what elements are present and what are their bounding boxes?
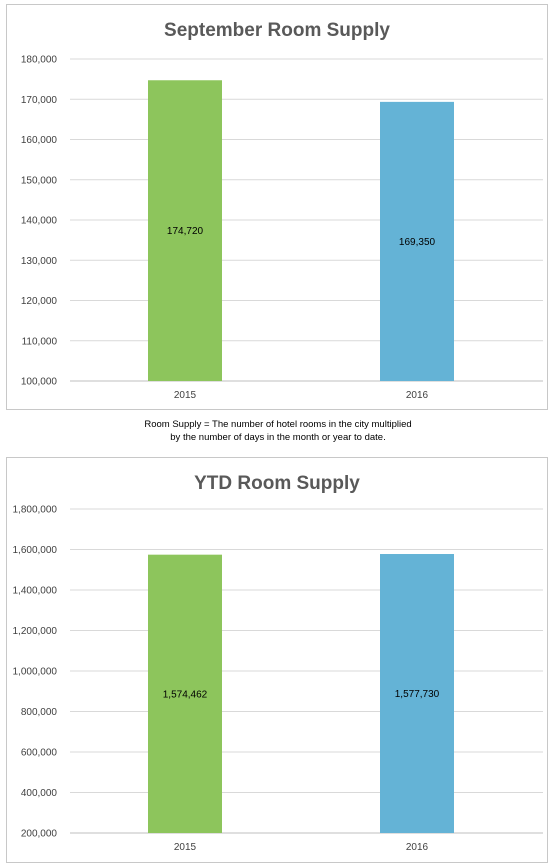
data-label: 1,574,462	[163, 689, 208, 700]
y-tick-label: 170,000	[21, 95, 58, 106]
bar-2016	[380, 101, 454, 382]
y-tick-label: 1,800,000	[13, 505, 58, 516]
bar-2015	[148, 80, 222, 381]
y-tick-label: 1,000,000	[13, 667, 58, 678]
category-label: 2016	[406, 390, 429, 401]
ytd-chart-svg: YTD Room Supply 200,000 400,000 600,000 800,…	[13, 473, 543, 853]
ytd-room-supply-chart: YTD Room Supply 200,000 400,000 600,000 800,…	[6, 457, 548, 863]
y-tick-label: 160,000	[21, 135, 58, 146]
room-supply-note: Room Supply = The number of hotel rooms …	[0, 418, 556, 444]
chart-title: September Room Supply	[164, 20, 390, 41]
y-tick-label: 130,000	[21, 256, 58, 267]
chart-title: YTD Room Supply	[194, 473, 360, 494]
y-tick-label: 180,000	[21, 55, 58, 66]
y-tick-label: 100,000	[21, 377, 58, 388]
september-room-supply-chart: September Room Supply 100,000 110,000 120,0…	[6, 4, 548, 410]
y-tick-label: 110,000	[22, 336, 58, 347]
category-label: 2015	[174, 842, 197, 853]
category-label: 2016	[406, 842, 429, 853]
y-tick-label: 400,000	[21, 788, 58, 799]
bar-2016	[380, 554, 454, 833]
data-label: 1,577,730	[395, 689, 440, 700]
y-tick-label: 1,400,000	[13, 586, 58, 597]
y-tick-label: 1,600,000	[13, 545, 58, 556]
y-tick-label: 140,000	[21, 216, 58, 227]
y-tick-label: 600,000	[21, 748, 58, 759]
data-label: 174,720	[167, 226, 204, 237]
note-line-1: Room Supply = The number of hotel rooms …	[144, 419, 412, 430]
y-tick-label: 120,000	[21, 296, 58, 307]
bar-2015	[148, 554, 222, 833]
september-chart-svg: September Room Supply 100,000 110,000 120,0…	[21, 20, 543, 401]
y-tick-label: 1,200,000	[13, 626, 58, 637]
y-tick-label: 150,000	[21, 175, 58, 186]
category-label: 2015	[174, 390, 197, 401]
y-tick-label: 200,000	[21, 829, 58, 840]
y-tick-label: 800,000	[21, 707, 58, 718]
data-label: 169,350	[399, 237, 436, 248]
note-line-2: by the number of days in the month or ye…	[170, 432, 386, 443]
